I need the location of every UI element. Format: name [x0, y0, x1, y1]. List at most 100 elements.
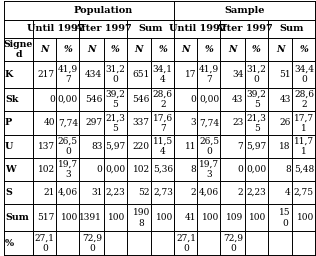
Text: 546: 546	[132, 95, 150, 104]
Text: 0: 0	[96, 165, 102, 174]
Text: 26: 26	[280, 118, 291, 127]
Text: 137: 137	[38, 142, 55, 151]
Text: 17: 17	[185, 70, 196, 79]
Text: 26,5
0: 26,5 0	[58, 136, 78, 156]
Text: 41: 41	[185, 213, 196, 222]
Text: Population: Population	[74, 6, 133, 15]
Text: 102: 102	[133, 165, 150, 174]
Text: 83: 83	[91, 142, 102, 151]
Text: 19,7
3: 19,7 3	[199, 160, 219, 179]
Text: 4,06: 4,06	[199, 188, 219, 197]
Text: 72,9
0: 72,9 0	[82, 233, 102, 253]
Text: 18: 18	[279, 142, 291, 151]
Text: 19,7
3: 19,7 3	[58, 160, 78, 179]
Text: 17,6
7: 17,6 7	[153, 113, 173, 133]
Text: 2,73: 2,73	[153, 188, 173, 197]
Text: 34,1
4: 34,1 4	[153, 65, 173, 84]
Text: Sum: Sum	[5, 213, 29, 222]
Text: 434: 434	[85, 70, 102, 79]
Text: 2,75: 2,75	[294, 188, 314, 197]
Text: 31,2
0: 31,2 0	[106, 65, 125, 84]
Text: N: N	[135, 45, 143, 54]
Text: 27,1
0: 27,1 0	[176, 233, 196, 253]
Text: 8: 8	[285, 165, 291, 174]
Text: 28,6
2: 28,6 2	[153, 90, 173, 109]
Text: 8: 8	[190, 165, 196, 174]
Text: K: K	[5, 70, 13, 79]
Text: Sample: Sample	[224, 6, 265, 15]
Text: 4: 4	[285, 188, 291, 197]
Text: 21: 21	[44, 188, 55, 197]
Text: 546: 546	[85, 95, 102, 104]
Text: 7,74: 7,74	[58, 118, 78, 127]
Text: 52: 52	[138, 188, 150, 197]
Text: 217: 217	[38, 70, 55, 79]
Text: 5,97: 5,97	[105, 142, 125, 151]
Text: 3: 3	[191, 118, 196, 127]
Text: 11: 11	[185, 142, 196, 151]
Text: 109: 109	[226, 213, 243, 222]
Text: 0,00: 0,00	[246, 165, 267, 174]
Text: 5,36: 5,36	[153, 165, 173, 174]
Text: 2,23: 2,23	[247, 188, 267, 197]
Text: W: W	[5, 165, 15, 174]
Text: %: %	[252, 45, 261, 54]
Text: 11,7
1: 11,7 1	[294, 136, 314, 156]
Text: 2: 2	[238, 188, 243, 197]
Text: 31,2
0: 31,2 0	[247, 65, 267, 84]
Text: 0: 0	[238, 165, 243, 174]
Text: 4,06: 4,06	[58, 188, 78, 197]
Text: After 1997: After 1997	[215, 24, 273, 33]
Text: 100: 100	[108, 213, 125, 222]
Text: Until 1997: Until 1997	[168, 24, 226, 33]
Text: 72,9
0: 72,9 0	[223, 233, 243, 253]
Text: 517: 517	[38, 213, 55, 222]
Text: 651: 651	[132, 70, 150, 79]
Text: 28,6
2: 28,6 2	[294, 90, 314, 109]
Text: 41,9
7: 41,9 7	[199, 65, 219, 84]
Text: 100: 100	[202, 213, 219, 222]
Text: U: U	[5, 142, 13, 151]
Text: 0: 0	[49, 95, 55, 104]
Text: 0: 0	[190, 95, 196, 104]
Text: 43: 43	[280, 95, 291, 104]
Text: Sk: Sk	[5, 95, 18, 104]
Text: P: P	[5, 118, 12, 127]
Text: %: %	[5, 239, 14, 248]
Text: 2: 2	[191, 188, 196, 197]
Text: 2,23: 2,23	[106, 188, 125, 197]
Text: 5,97: 5,97	[246, 142, 267, 151]
Text: 1391: 1391	[79, 213, 102, 222]
Text: Sum: Sum	[138, 24, 163, 33]
Text: 39,2
5: 39,2 5	[106, 90, 125, 109]
Text: After 1997: After 1997	[74, 24, 132, 33]
Text: 100: 100	[155, 213, 173, 222]
Text: 7,74: 7,74	[199, 118, 219, 127]
Text: 100: 100	[297, 213, 314, 222]
Text: 11,5
4: 11,5 4	[153, 136, 173, 156]
Text: Sum: Sum	[279, 24, 304, 33]
Text: S: S	[5, 188, 12, 197]
Text: 26,5
0: 26,5 0	[199, 136, 219, 156]
Text: 31: 31	[91, 188, 102, 197]
Text: 21,3
5: 21,3 5	[106, 113, 125, 133]
Text: 40: 40	[43, 118, 55, 127]
Text: 100: 100	[249, 213, 267, 222]
Text: 23: 23	[232, 118, 243, 127]
Text: 39,2
5: 39,2 5	[247, 90, 267, 109]
Text: 297: 297	[85, 118, 102, 127]
Text: %: %	[204, 45, 213, 54]
Text: 15
0: 15 0	[279, 208, 291, 228]
Text: 43: 43	[232, 95, 243, 104]
Text: 337: 337	[133, 118, 150, 127]
Text: 41,9
7: 41,9 7	[58, 65, 78, 84]
Text: Until 1997: Until 1997	[27, 24, 85, 33]
Text: N: N	[228, 45, 237, 54]
Text: 7: 7	[238, 142, 243, 151]
Text: 0,00: 0,00	[199, 95, 219, 104]
Text: N: N	[87, 45, 96, 54]
Text: 102: 102	[38, 165, 55, 174]
Text: %: %	[299, 45, 308, 54]
Text: 34,4
0: 34,4 0	[294, 65, 314, 84]
Text: 190
8: 190 8	[132, 208, 150, 228]
